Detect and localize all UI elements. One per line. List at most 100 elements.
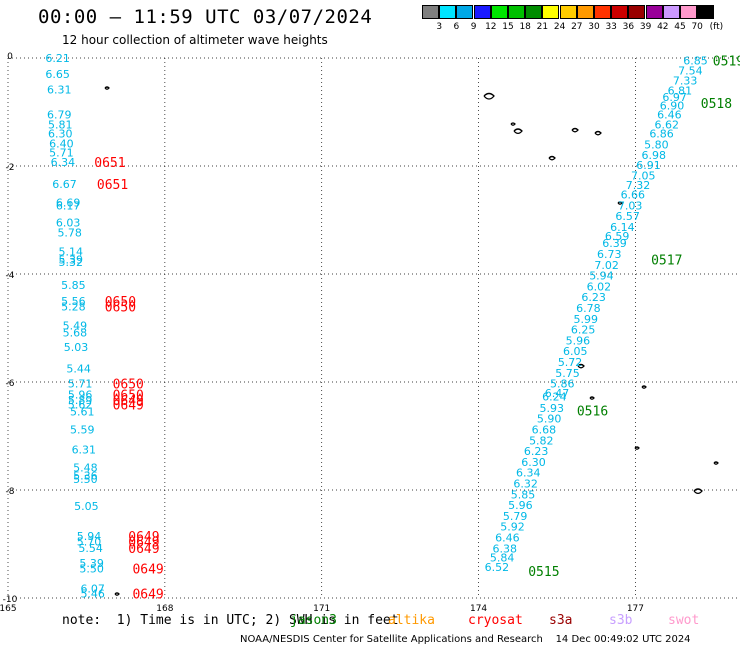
wave-height-value: 5.84 bbox=[490, 552, 515, 565]
lat-tick-label: -10 bbox=[3, 595, 18, 605]
pass-label: 0650 bbox=[105, 295, 136, 310]
wave-height-value: 5.39 bbox=[58, 253, 83, 266]
wave-height-value: 6.78 bbox=[576, 302, 601, 315]
satellite-swot: swot bbox=[668, 613, 700, 628]
wave-height-value: 5.32 bbox=[58, 256, 83, 269]
scale-label: 39 bbox=[639, 22, 652, 32]
scale-swatch bbox=[697, 5, 715, 19]
wave-height-value: 6.39 bbox=[602, 237, 627, 250]
wave-height-value: 6.31 bbox=[72, 444, 97, 457]
lat-tick-label: -6 bbox=[6, 379, 15, 389]
island-outline bbox=[617, 201, 623, 205]
footer-credit: NOAA/NESDIS Center for Satellite Applica… bbox=[240, 634, 691, 645]
wave-height-value: 6.65 bbox=[45, 68, 70, 81]
wave-height-value: 5.75 bbox=[555, 367, 580, 380]
scale-swatch bbox=[525, 5, 543, 19]
satellite-jason3: jason3 bbox=[290, 613, 337, 628]
wave-height-value: 5.92 bbox=[500, 521, 525, 534]
wave-height-value: 5.94 bbox=[77, 530, 102, 543]
wave-height-value: 6.32 bbox=[513, 478, 538, 491]
wave-height-value: 6.85 bbox=[683, 55, 708, 68]
map-title: 00:00 – 11:59 UTC 03/07/2024 bbox=[38, 6, 373, 28]
wave-height-value: 5.78 bbox=[57, 226, 82, 239]
island-outline bbox=[571, 127, 579, 133]
footer-note: note: 1) Time is in UTC; 2) SWH is in fe… bbox=[62, 613, 399, 628]
pass-label: 0519 bbox=[713, 55, 740, 70]
wave-height-value: 5.85 bbox=[61, 279, 86, 292]
lat-tick-label: -2 bbox=[6, 163, 15, 173]
scale-swatch bbox=[662, 5, 680, 19]
wave-height-value: 6.86 bbox=[649, 128, 674, 141]
lat-tick-label: -8 bbox=[6, 487, 15, 497]
island-outline bbox=[641, 385, 647, 389]
wave-height-value: 6.40 bbox=[49, 137, 74, 150]
scale-label: 3 bbox=[436, 22, 443, 32]
pass-label: 0651 bbox=[97, 178, 128, 193]
map-subtitle: 12 hour collection of altimeter wave hei… bbox=[62, 33, 328, 47]
wave-height-value: 5.96 bbox=[68, 388, 93, 401]
wave-height-value: 6.30 bbox=[521, 456, 546, 469]
scale-label: 33 bbox=[605, 22, 617, 32]
wave-height-value: 6.59 bbox=[605, 230, 630, 243]
wave-height-value: 6.30 bbox=[48, 128, 73, 141]
scale-label: 12 bbox=[485, 22, 497, 32]
wave-height-value: 6.07 bbox=[80, 582, 105, 595]
island-outline bbox=[594, 130, 602, 136]
pass-label: 0649 bbox=[132, 562, 163, 577]
scale-swatch bbox=[611, 5, 629, 19]
scale-swatch bbox=[490, 5, 508, 19]
wave-height-value: 5.54 bbox=[78, 542, 103, 555]
wave-height-value: 6.31 bbox=[47, 83, 72, 96]
wave-height-value: 6.90 bbox=[660, 100, 685, 113]
wave-height-value: 5.39 bbox=[79, 557, 104, 570]
scale-unit: (ft) bbox=[709, 22, 724, 32]
scale-swatch bbox=[559, 5, 577, 19]
wave-height-value: 5.81 bbox=[48, 118, 73, 131]
island-outline bbox=[713, 461, 719, 465]
wave-height-value: 6.62 bbox=[655, 118, 680, 131]
lon-tick-label: 165 bbox=[0, 604, 17, 614]
scale-label: 36 bbox=[622, 22, 635, 32]
wave-height-value: 6.23 bbox=[581, 291, 606, 304]
wave-height-value: 5.93 bbox=[540, 402, 565, 415]
scale-swatch bbox=[594, 5, 611, 19]
wave-height-value: 6.68 bbox=[532, 424, 557, 437]
wave-height-value: 6.03 bbox=[56, 217, 81, 230]
wave-height-value: 6.14 bbox=[610, 221, 635, 234]
lat-tick-label: 0 bbox=[7, 52, 13, 62]
pass-label: 0649 bbox=[128, 535, 159, 550]
wave-height-value: 5.85 bbox=[511, 488, 536, 501]
pass-label: 0515 bbox=[528, 565, 559, 580]
wave-height-value: 5.44 bbox=[66, 363, 91, 376]
island-outline bbox=[589, 396, 595, 400]
wave-height-value: 5.96 bbox=[566, 334, 591, 347]
wave-height-value: 7.33 bbox=[673, 75, 698, 88]
scale-swatch bbox=[422, 5, 439, 19]
wave-height-value: 5.71 bbox=[49, 147, 74, 160]
wave-height-value: 5.86 bbox=[550, 378, 575, 391]
wave-height-value: 5.96 bbox=[508, 499, 533, 512]
scale-label: 18 bbox=[519, 22, 531, 32]
lon-tick-label: 174 bbox=[470, 604, 487, 614]
wave-height-value: 5.94 bbox=[589, 270, 614, 283]
wave-height-value: 5.48 bbox=[73, 461, 98, 474]
scale-swatch bbox=[680, 5, 697, 19]
wave-height-value: 6.73 bbox=[597, 248, 622, 261]
pass-label: 0516 bbox=[577, 405, 608, 420]
wave-height-value: 6.57 bbox=[615, 210, 640, 223]
wave-height-value: 7.03 bbox=[618, 199, 643, 212]
island-outline bbox=[510, 122, 516, 126]
wave-height-value: 6.47 bbox=[545, 387, 570, 400]
wave-height-value: 5.49 bbox=[63, 319, 88, 332]
scale-label: 21 bbox=[536, 22, 549, 32]
lon-tick-label: 177 bbox=[627, 604, 644, 614]
wave-height-value: 5.50 bbox=[79, 562, 104, 575]
island-outline bbox=[104, 86, 110, 90]
wave-height-value: 6.17 bbox=[56, 199, 81, 212]
island-outline bbox=[114, 592, 120, 596]
map-grid bbox=[7, 57, 740, 599]
scale-label: 70 bbox=[691, 22, 703, 32]
wave-height-value: 6.34 bbox=[51, 156, 76, 169]
scale-label: 42 bbox=[657, 22, 669, 32]
